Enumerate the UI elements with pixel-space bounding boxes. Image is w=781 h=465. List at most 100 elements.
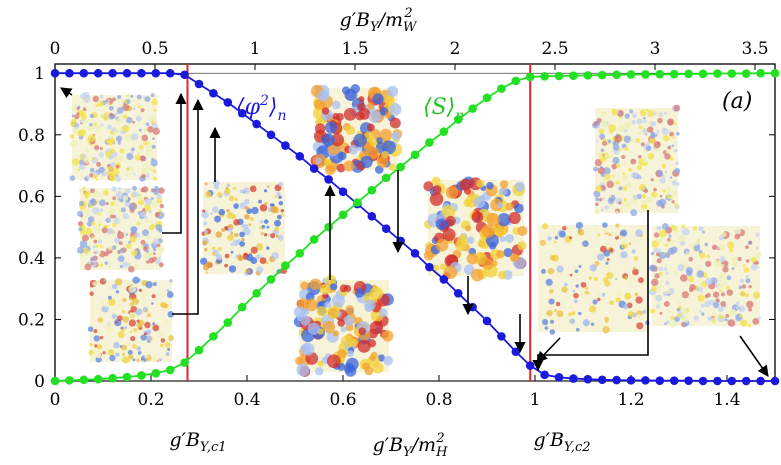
snapshot-texel	[138, 128, 142, 132]
snapshot-texel	[717, 282, 724, 290]
snapshot-texel	[597, 233, 601, 237]
snapshot-texel	[657, 117, 663, 124]
snapshot-texel	[670, 189, 678, 196]
y-tick-label: 0.8	[18, 126, 45, 146]
data-point-1	[367, 212, 377, 221]
snapshot-texel	[582, 318, 590, 327]
snapshot-texel	[615, 297, 621, 303]
snapshot-texel	[155, 212, 160, 217]
data-point-1	[453, 288, 463, 298]
snapshot-arrow	[536, 337, 561, 363]
snapshot-texel	[694, 242, 698, 247]
snapshot-texel	[122, 188, 127, 192]
snapshot-texel	[627, 281, 633, 286]
snapshot-texel	[680, 274, 688, 282]
snapshot-texel	[649, 137, 656, 144]
snapshot-image-10	[648, 222, 762, 328]
y-tick-label: 0.2	[18, 310, 45, 330]
snapshot-texel	[150, 197, 154, 201]
snapshot-texel	[739, 290, 746, 297]
snapshot-texel	[245, 268, 251, 274]
snapshot-texel	[98, 220, 103, 225]
snapshot-texel	[144, 96, 151, 102]
snapshot-texel	[635, 296, 643, 304]
snapshot-texel	[115, 290, 120, 294]
snapshot-texel	[239, 189, 244, 194]
snapshot-texel	[676, 132, 680, 136]
snapshot-texel	[319, 284, 331, 295]
snapshot-texel	[99, 314, 103, 318]
x-top-tick-label: 3.5	[741, 39, 768, 59]
snapshot-texel	[628, 311, 635, 318]
snapshot-texel	[112, 196, 117, 201]
snapshot-texel	[209, 212, 213, 216]
snapshot-texel	[99, 278, 107, 285]
snapshot-texel	[249, 216, 254, 221]
data-point-1	[209, 88, 218, 98]
data-point-1	[511, 347, 521, 357]
snapshot-texel	[211, 252, 216, 256]
data-point-2	[367, 185, 377, 195]
snapshot-texel	[93, 239, 98, 244]
snapshot-texel	[555, 301, 561, 307]
snapshot-texel	[353, 133, 367, 148]
snapshot-texel	[169, 278, 173, 283]
snapshot-texel	[126, 152, 134, 160]
snapshot-texel	[343, 315, 354, 326]
snapshot-texel	[122, 195, 129, 201]
snapshot-texel	[577, 228, 585, 236]
snapshot-texel	[738, 285, 743, 290]
snapshot-texel	[142, 208, 146, 211]
snapshot-texel	[147, 125, 154, 133]
snapshot-texel	[80, 92, 87, 100]
snapshot-texel	[263, 233, 268, 237]
snapshot-texel	[731, 256, 738, 263]
snapshot-texel	[99, 263, 104, 267]
snapshot-texel	[665, 271, 669, 275]
snapshot-texel	[750, 256, 757, 263]
snapshot-texel	[602, 197, 605, 200]
snapshot-texel	[135, 115, 142, 122]
snapshot-texel	[375, 137, 383, 145]
snapshot-texel	[92, 281, 98, 287]
snapshot-texel	[645, 145, 652, 151]
snapshot-texel	[94, 124, 102, 132]
snapshot-texel	[250, 246, 258, 254]
snapshot-texel	[580, 281, 587, 288]
snapshot-texel	[93, 225, 101, 233]
snapshot-texel	[69, 175, 76, 181]
snapshot-texel	[561, 286, 568, 293]
snapshot-texel	[146, 234, 152, 240]
snapshot-texel	[77, 130, 84, 137]
snapshot-texel	[276, 214, 282, 220]
x-top-tick-label: 2.5	[541, 39, 568, 59]
snapshot-texel	[261, 225, 266, 229]
snapshot-texel	[337, 319, 345, 327]
snapshot-texel	[739, 314, 743, 318]
snapshot-layer	[69, 83, 762, 377]
snapshot-texel	[132, 107, 136, 111]
snapshot-texel	[124, 133, 132, 141]
snapshot-texel	[756, 265, 760, 269]
data-point-1	[583, 374, 593, 384]
snapshot-texel	[214, 215, 222, 223]
snapshot-texel	[357, 339, 371, 353]
snapshot-texel	[278, 200, 284, 206]
data-point-2	[597, 70, 607, 80]
snapshot-texel	[122, 352, 126, 357]
snapshot-texel	[663, 267, 668, 272]
snapshot-texel	[595, 185, 602, 193]
snapshot-texel	[609, 154, 614, 159]
snapshot-texel	[244, 199, 250, 205]
snapshot-texel	[486, 181, 494, 190]
snapshot-texel	[137, 351, 142, 355]
x-top-tick-label: 1.5	[341, 39, 368, 59]
snapshot-texel	[656, 225, 662, 231]
data-point-1	[770, 376, 780, 386]
snapshot-texel	[663, 135, 670, 142]
snapshot-texel	[391, 131, 401, 141]
snapshot-texel	[674, 167, 681, 174]
snapshot-texel	[666, 289, 671, 295]
snapshot-texel	[233, 203, 239, 209]
snapshot-texel	[127, 93, 131, 97]
